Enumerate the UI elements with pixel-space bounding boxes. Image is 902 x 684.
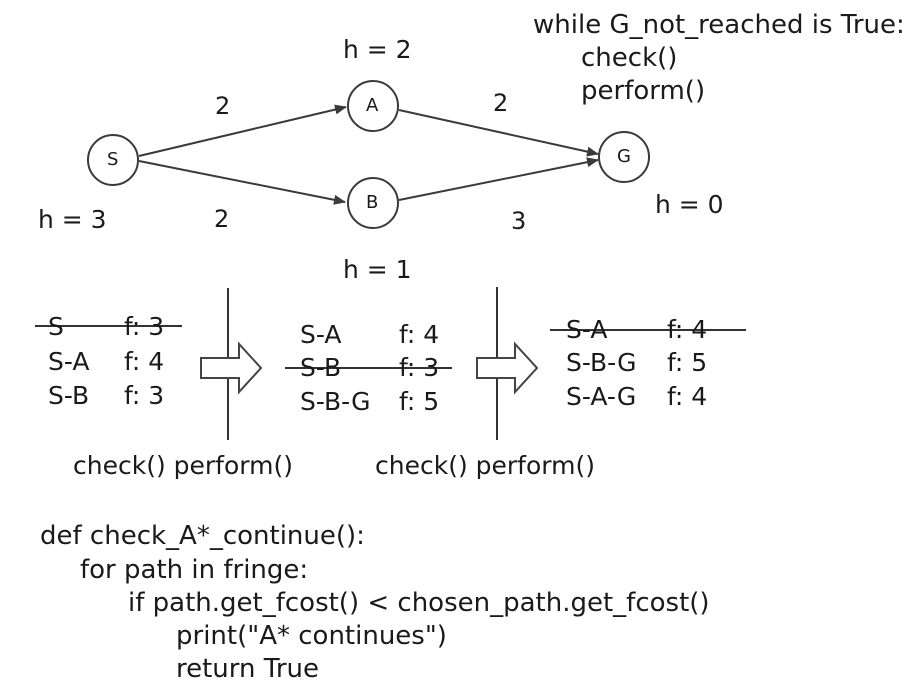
step2-row3-f: f: 5 [399, 387, 440, 416]
edge-b-g [398, 157, 599, 201]
step1-row3-f: f: 3 [124, 381, 165, 410]
step3-row2-path: S-B-G [566, 348, 637, 377]
step3-row1-path: S-A [566, 315, 608, 344]
step2-row2-f: f: 3 [399, 353, 440, 382]
edge-cost-s-a: 2 [215, 92, 231, 120]
heuristic-s: h = 3 [38, 205, 107, 234]
edge-cost-b-g: 3 [511, 207, 527, 235]
transition-label-1: check() perform() [73, 451, 293, 480]
step3-row3-f: f: 4 [667, 382, 708, 411]
loop-perform-call: perform() [581, 76, 706, 106]
code-line-def: def check_A*_continue(): [40, 521, 365, 551]
step1-row2-f: f: 4 [124, 347, 165, 376]
step2-row1-f: f: 4 [399, 320, 440, 349]
node-s-label: S [107, 149, 119, 170]
node-s [87, 134, 139, 186]
loop-check-call: check() [581, 43, 678, 73]
step1-row2-path: S-A [48, 347, 90, 376]
step3-row1-f: f: 4 [667, 315, 708, 344]
code-line-return: return True [176, 654, 319, 684]
node-g-label: G [617, 146, 631, 167]
step3-row2-f: f: 5 [667, 348, 708, 377]
transition-label-2: check() perform() [375, 451, 595, 480]
edge-cost-s-b: 2 [214, 205, 230, 233]
code-line-print: print("A* continues") [176, 621, 447, 651]
transition-arrow-1 [200, 341, 263, 395]
step1-row1-path: S [48, 312, 64, 341]
edge-a-g [398, 109, 599, 157]
step2-row3-path: S-B-G [300, 387, 371, 416]
transition-arrow-2 [476, 341, 539, 395]
edge-cost-a-g: 2 [493, 89, 509, 117]
step1-row3-path: S-B [48, 381, 90, 410]
step2-row2-path: S-B [300, 353, 342, 382]
node-g [598, 131, 650, 183]
node-b [347, 177, 399, 229]
heuristic-g: h = 0 [655, 190, 724, 219]
heuristic-b: h = 1 [343, 255, 412, 284]
node-b-label: B [366, 192, 379, 213]
step3-row3-path: S-A-G [566, 382, 637, 411]
node-a [347, 80, 399, 132]
code-line-if: if path.get_fcost() < chosen_path.get_fc… [128, 588, 710, 618]
step2-row1-path: S-A [300, 320, 342, 349]
edge-s-b [138, 160, 346, 205]
edge-s-a [138, 104, 347, 157]
node-a-label: A [366, 95, 379, 116]
step1-row1-f: f: 3 [124, 312, 165, 341]
loop-header: while G_not_reached is True: [533, 10, 902, 40]
code-line-for: for path in fringe: [80, 555, 309, 585]
heuristic-a: h = 2 [343, 35, 412, 64]
